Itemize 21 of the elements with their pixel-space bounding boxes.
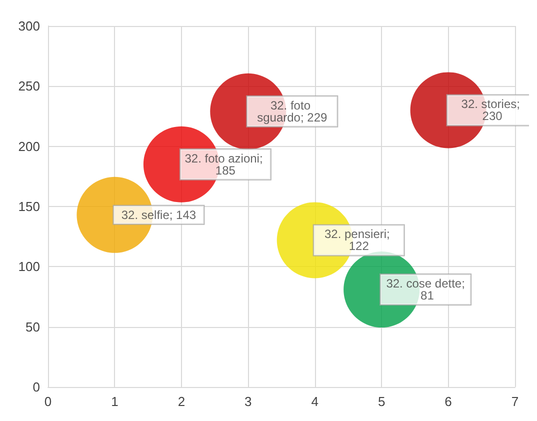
x-tick-label: 2 <box>178 394 186 409</box>
data-label: 32. foto azioni; 185 <box>184 151 266 178</box>
y-tick-label: 250 <box>18 78 40 94</box>
data-label: 32. foto sguardo; 229 <box>257 98 328 124</box>
y-tick-label: 200 <box>18 138 40 154</box>
x-tick-label: 0 <box>44 394 52 409</box>
x-tick-label: 1 <box>111 394 118 409</box>
x-tick-label: 6 <box>444 394 452 409</box>
y-tick-label: 300 <box>18 18 40 34</box>
data-label: 32. selfie; 143 <box>121 208 196 222</box>
data-label: 32. stories; 230 <box>461 97 524 124</box>
x-tick-label: 7 <box>511 394 519 409</box>
x-tick-label: 5 <box>378 394 386 409</box>
y-tick-label: 150 <box>18 199 40 214</box>
data-label: 32. cose dette; 81 <box>386 276 465 303</box>
y-tick-label: 50 <box>26 319 40 334</box>
data-label: 32. pensieri; 122 <box>324 227 394 254</box>
x-tick-label: 3 <box>244 394 252 409</box>
y-tick-label: 100 <box>18 259 40 274</box>
y-tick-label: 0 <box>32 380 40 394</box>
x-tick-label: 4 <box>311 394 318 409</box>
